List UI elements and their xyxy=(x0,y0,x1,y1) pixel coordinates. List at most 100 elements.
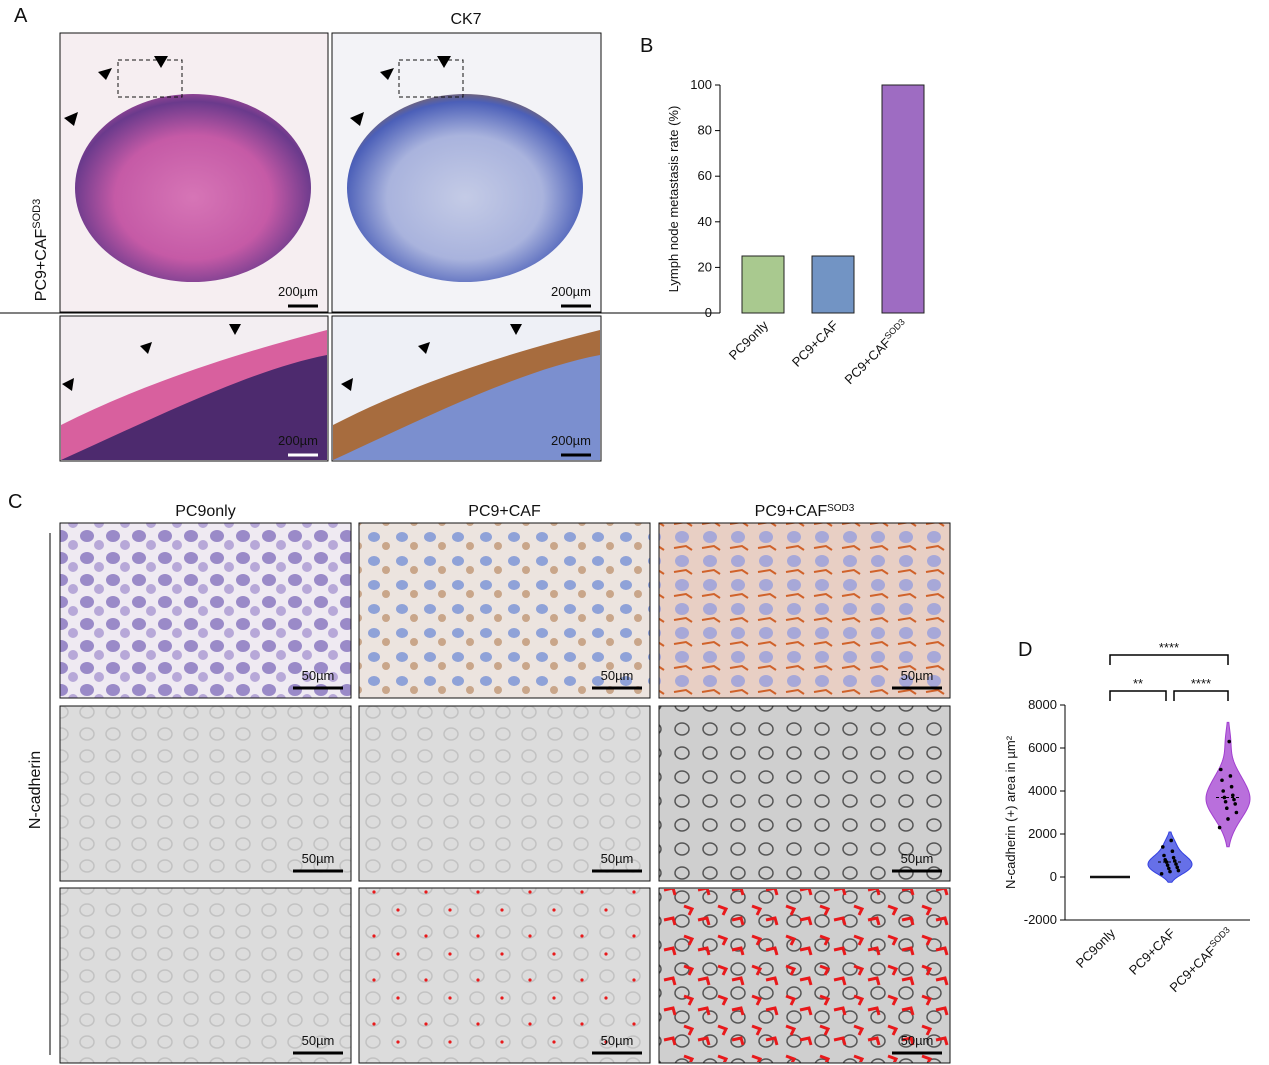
text-main: PC9+CAF xyxy=(789,317,841,369)
data-point xyxy=(1163,858,1167,862)
column-header: PC9+CAFSOD3 xyxy=(755,503,855,521)
micrograph xyxy=(358,705,651,882)
data-point xyxy=(1171,855,1176,860)
text-main: PC9+CAF xyxy=(1126,925,1178,977)
text-sup: SOD3 xyxy=(31,199,43,229)
scale-bar-label: 50µm xyxy=(601,668,634,683)
panel-a-images xyxy=(59,32,602,462)
red-mask xyxy=(360,889,649,1062)
data-point xyxy=(1161,845,1165,849)
data-point xyxy=(1167,866,1171,871)
data-point xyxy=(1159,871,1164,876)
data-point xyxy=(1234,810,1239,815)
panel-c-images xyxy=(59,522,951,1064)
x-tick-label: PC9only xyxy=(1073,925,1119,971)
data-point xyxy=(1219,767,1223,772)
data-point xyxy=(1173,859,1177,863)
data-point xyxy=(1170,849,1175,853)
he-node xyxy=(75,94,311,282)
scale-bar-label: 50µm xyxy=(302,668,335,683)
data-point xyxy=(1223,799,1228,804)
y-axis-label: Lymph node metastasis rate (%) xyxy=(666,106,681,293)
y-tick-label: 0 xyxy=(705,305,712,320)
scale-bar-label: 50µm xyxy=(601,1033,634,1048)
text-main: PC9+CAF xyxy=(33,229,50,302)
significance-bracket xyxy=(1173,690,1229,701)
significance-label: **** xyxy=(1159,640,1179,655)
zoom-box xyxy=(398,59,464,98)
data-point xyxy=(1174,862,1178,866)
y-tick-label: 100 xyxy=(690,77,712,92)
y-tick-label: 20 xyxy=(698,259,712,274)
text-main: PC9+CAF xyxy=(468,503,541,520)
column-header: PC9+CAF xyxy=(468,503,541,520)
y-tick-label: 2000 xyxy=(1028,826,1057,841)
scale-bar-label: 50µm xyxy=(601,851,634,866)
significance-bracket xyxy=(1109,690,1167,701)
y-tick-label: 6000 xyxy=(1028,740,1057,755)
he-core xyxy=(61,355,327,460)
red-mask xyxy=(660,889,949,1062)
panel-label: B xyxy=(640,35,653,57)
data-point xyxy=(1228,774,1233,778)
data-point xyxy=(1221,789,1225,793)
y-tick-label: 40 xyxy=(698,214,712,229)
significance-label: ** xyxy=(1133,676,1143,691)
text-sup: SOD3 xyxy=(1207,925,1231,949)
micrograph xyxy=(658,522,951,699)
micrograph xyxy=(358,522,651,699)
data-point xyxy=(1220,778,1224,783)
column-header: PC9only xyxy=(175,503,235,520)
y-tick-label: 4000 xyxy=(1028,783,1057,798)
scale-bar-label: 50µm xyxy=(302,1033,335,1048)
significance-bracket xyxy=(1109,654,1229,665)
significance-label: **** xyxy=(1191,676,1211,691)
scale-bar-label: 200µm xyxy=(551,433,591,448)
data-point xyxy=(1165,863,1170,867)
violin xyxy=(1205,721,1251,848)
x-tick-label: PC9+CAF xyxy=(1126,925,1178,977)
text-main: PC9+CAF xyxy=(842,335,894,387)
data-point xyxy=(1168,869,1172,874)
panel-label: C xyxy=(8,491,22,513)
panel-label: A xyxy=(14,5,28,27)
y-tick-label: 0 xyxy=(1050,869,1057,884)
data-point xyxy=(1175,865,1179,870)
y-axis-label: N-cadherin (+) area in µm² xyxy=(1003,735,1018,889)
data-point xyxy=(1169,838,1173,843)
micrograph xyxy=(59,887,352,1064)
y-tick-label: 60 xyxy=(698,168,712,183)
x-tick-label: PC9+CAF xyxy=(789,317,841,369)
micrograph xyxy=(658,705,951,882)
text-main: PC9+CAF xyxy=(1167,943,1219,995)
scale-bar-label: 50µm xyxy=(302,851,335,866)
y-tick-label: 8000 xyxy=(1028,697,1057,712)
data-point xyxy=(1226,817,1230,821)
data-point xyxy=(1233,802,1237,806)
y-tick-label: -2000 xyxy=(1024,912,1057,927)
stain-title: CK7 xyxy=(450,11,481,28)
scale-bar-label: 50µm xyxy=(901,851,934,866)
data-point xyxy=(1232,797,1236,802)
text-main: PC9only xyxy=(726,317,772,363)
micrograph xyxy=(59,522,352,699)
bar xyxy=(811,255,855,314)
scale-bar-label: 50µm xyxy=(901,1033,934,1048)
zoom-box xyxy=(117,59,183,98)
data-point xyxy=(1225,806,1229,810)
data-point xyxy=(1231,793,1235,798)
data-point xyxy=(1222,795,1227,800)
row-label: PC9+CAFSOD3 xyxy=(31,199,50,301)
data-point xyxy=(1176,868,1181,873)
x-tick-label: PC9+CAFSOD3 xyxy=(841,317,911,387)
scale-bar-label: 200µm xyxy=(278,433,318,448)
scale-bar-label: 200µm xyxy=(551,284,591,299)
data-point xyxy=(1227,739,1231,744)
x-tick-label: PC9only xyxy=(726,317,772,363)
text-sup: SOD3 xyxy=(882,317,906,341)
scale-bar-label: 200µm xyxy=(278,284,318,299)
data-point xyxy=(1217,825,1222,830)
data-point xyxy=(1229,784,1234,789)
panel-label: D xyxy=(1018,639,1032,661)
